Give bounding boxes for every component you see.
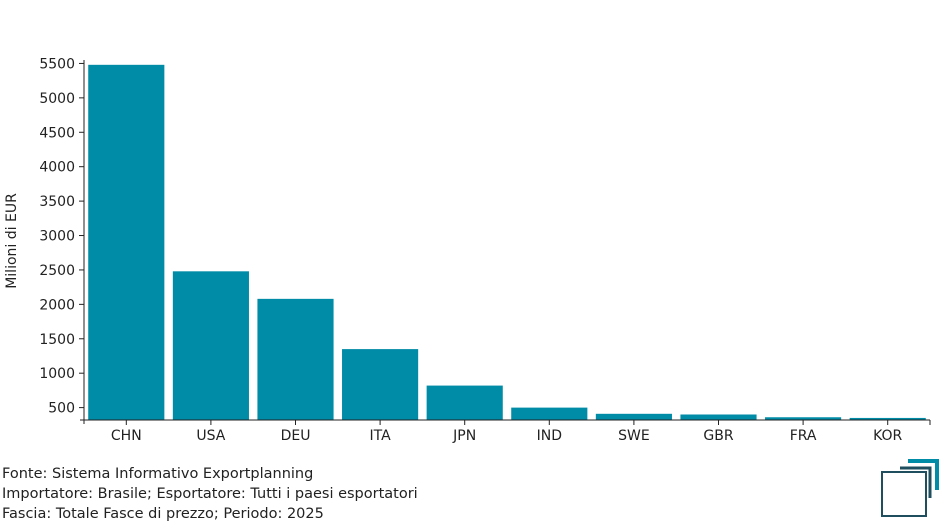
bars-group bbox=[88, 64, 926, 420]
x-tick-label: DEU bbox=[281, 428, 311, 444]
x-tick-label: FRA bbox=[790, 428, 817, 444]
axes-group: 500 1000 1500 2000 2500 3000 3500 4000 4500 5000 5… bbox=[39, 56, 931, 444]
bar-deu bbox=[257, 298, 334, 420]
exportplanning-logo-icon bbox=[881, 459, 939, 517]
y-tick-label: 4500 bbox=[39, 125, 75, 141]
y-tick-label: 1500 bbox=[39, 332, 75, 348]
x-tick-label: SWE bbox=[618, 428, 650, 444]
y-tick-label: 500 bbox=[48, 401, 75, 417]
y-tick-label: 5000 bbox=[39, 91, 75, 107]
x-tick-label: CHN bbox=[111, 428, 142, 444]
bar-ind bbox=[511, 407, 588, 420]
y-tick-label: 3000 bbox=[39, 229, 75, 245]
bar-chn bbox=[88, 64, 165, 420]
x-tick-label: GBR bbox=[703, 428, 733, 444]
y-tick-label: 3500 bbox=[39, 194, 75, 210]
y-tick-label: 2500 bbox=[39, 263, 75, 279]
x-tick-label: JPN bbox=[452, 428, 476, 444]
bar-kor bbox=[849, 417, 926, 420]
bar-gbr bbox=[680, 414, 757, 420]
bar-jpn bbox=[426, 385, 503, 420]
bar-fra bbox=[765, 417, 842, 420]
x-tick-label: USA bbox=[196, 428, 225, 444]
importer-note: Importatore: Brasile; Esportatore: Tutti… bbox=[2, 486, 418, 502]
bar-swe bbox=[595, 413, 672, 420]
range-note: Fascia: Totale Fasce di prezzo; Periodo:… bbox=[2, 506, 324, 522]
y-tick-label: 1000 bbox=[39, 366, 75, 382]
y-tick-label: 2000 bbox=[39, 297, 75, 313]
x-tick-label: IND bbox=[537, 428, 562, 444]
source-note: Fonte: Sistema Informativo Exportplannin… bbox=[2, 466, 314, 482]
bar-chart: Milioni di EUR 500 1000 1500 2000 2500 3000 35… bbox=[4, 56, 931, 444]
bar-ita bbox=[342, 349, 419, 420]
chart-footer: Fonte: Sistema Informativo Exportplannin… bbox=[2, 464, 418, 524]
x-tick-label: ITA bbox=[370, 428, 392, 444]
y-tick-label: 4000 bbox=[39, 160, 75, 176]
bar-usa bbox=[172, 271, 249, 420]
y-tick-label: 5500 bbox=[39, 56, 75, 72]
y-axis-title: Milioni di EUR bbox=[4, 193, 20, 289]
x-tick-label: KOR bbox=[873, 428, 902, 444]
